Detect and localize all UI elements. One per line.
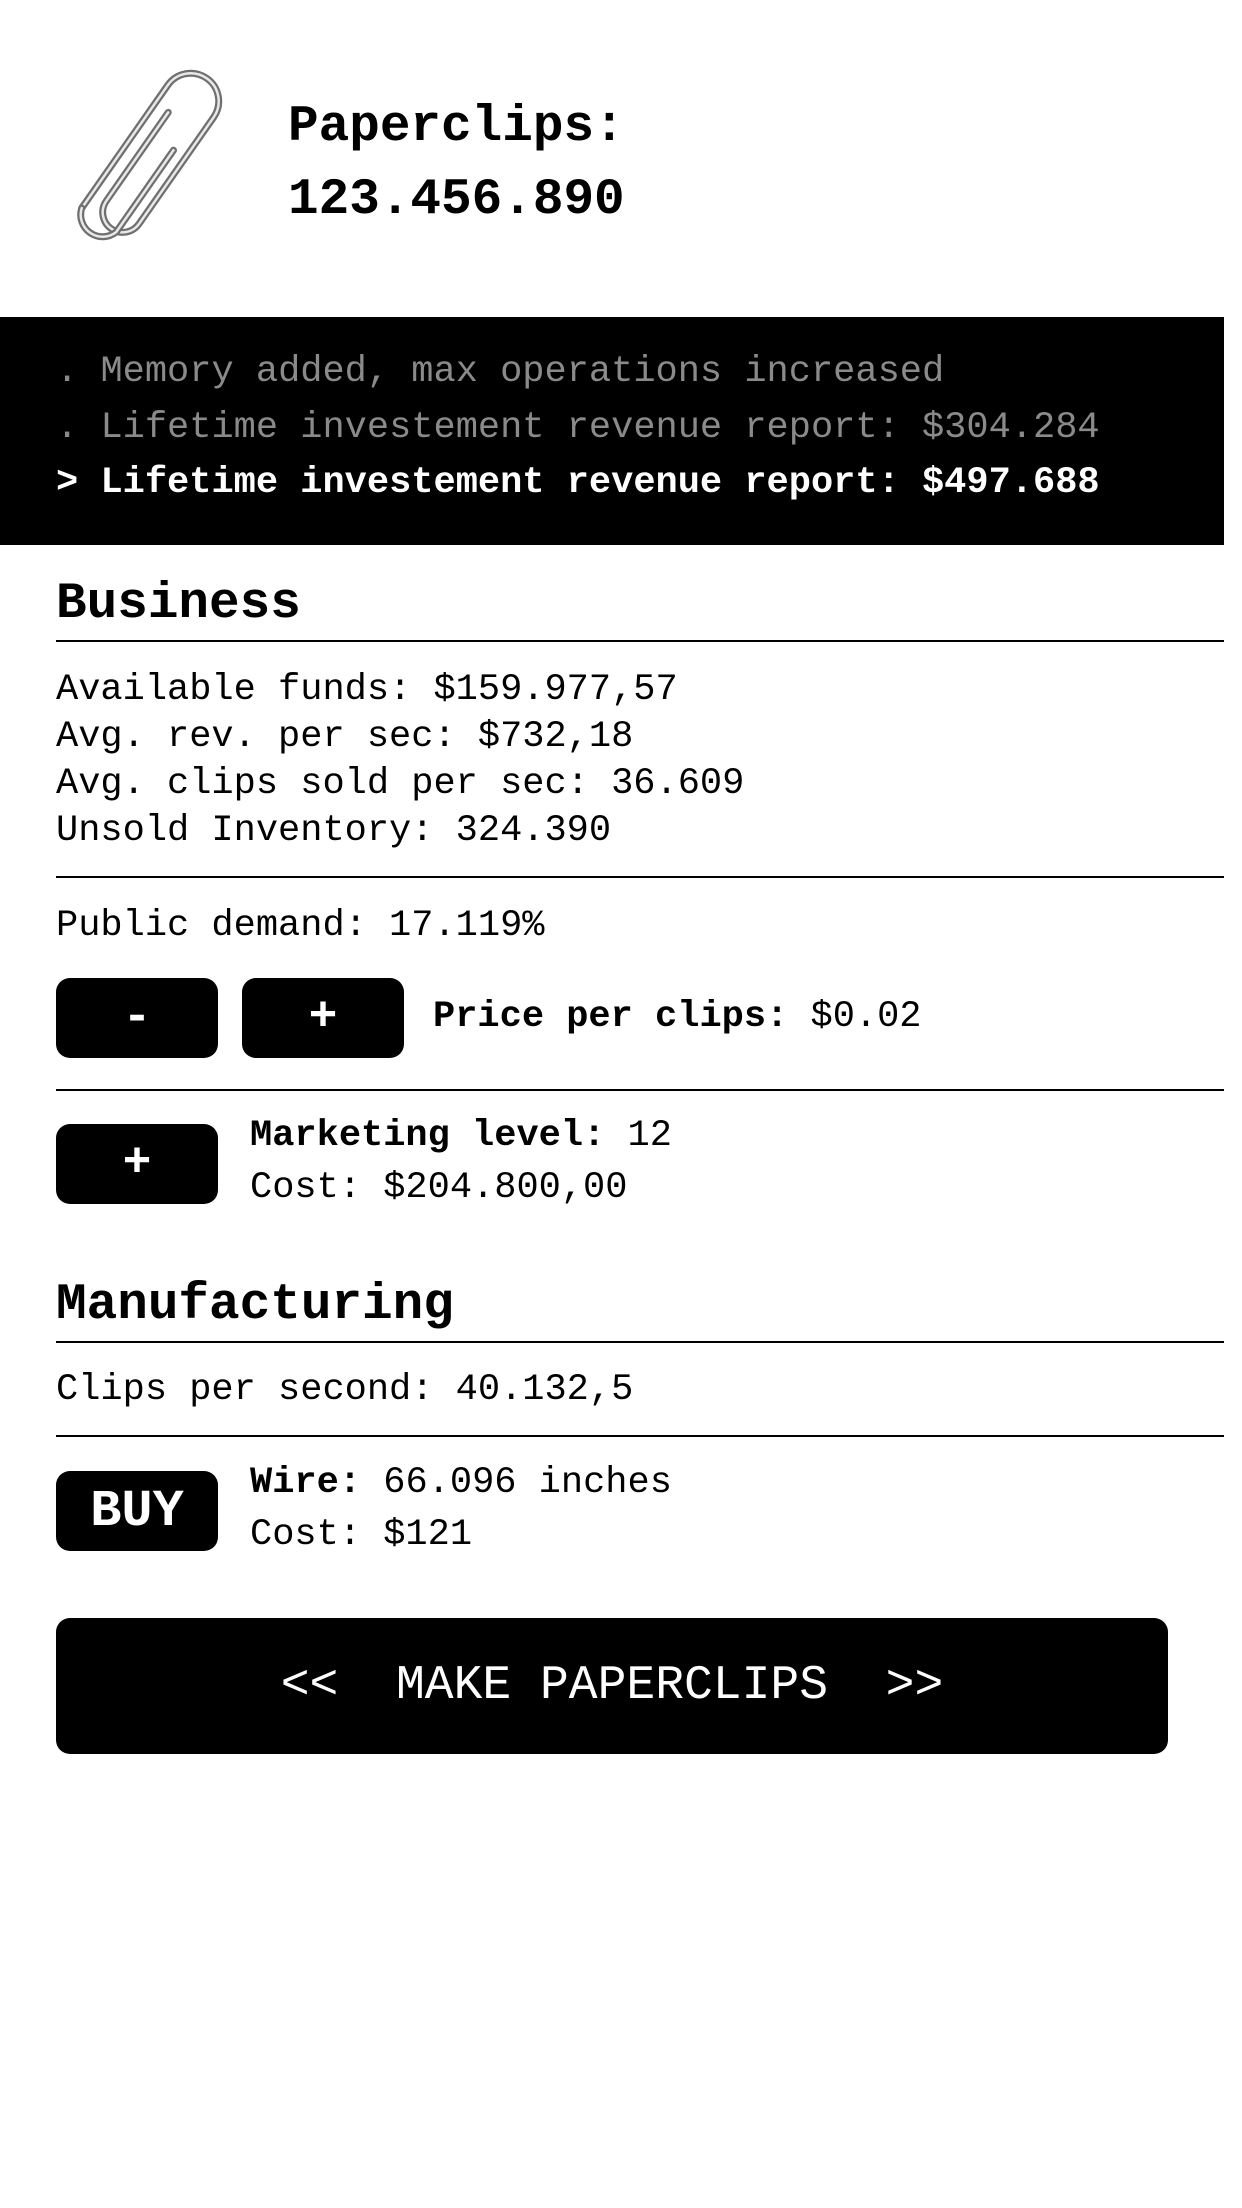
paperclips-label: Paperclips: <box>288 99 625 156</box>
right-arrows: >> <box>885 1659 944 1713</box>
raise-price-button[interactable]: + <box>242 978 404 1058</box>
manufacturing-heading: Manufacturing <box>56 1277 454 1334</box>
buy-wire-button[interactable]: BUY <box>56 1471 218 1551</box>
marketing-upgrade-button[interactable]: + <box>56 1124 218 1204</box>
price-per-clip: Price per clips: $0.02 <box>433 994 922 1040</box>
console-prefix: . <box>56 407 79 449</box>
available-funds: Available funds: $159.977,57 <box>56 669 678 711</box>
avg-clips-sold: Avg. clips sold per sec: 36.609 <box>56 763 745 805</box>
make-paperclips-label: MAKE PAPERCLIPS <box>395 1659 829 1713</box>
left-arrows: << <box>280 1659 339 1713</box>
wire-cost: Cost: $121 <box>250 1514 473 1556</box>
divider <box>56 1341 1224 1343</box>
console-text: Lifetime investement revenue report: $49… <box>100 462 1100 504</box>
lower-price-button[interactable]: - <box>56 978 218 1058</box>
console-line: . Memory added, max operations increased <box>56 350 944 394</box>
divider <box>56 1435 1224 1437</box>
console-line-current: > Lifetime investement revenue report: $… <box>56 461 1100 505</box>
console-text: Lifetime investement revenue report: $30… <box>100 407 1100 449</box>
wire-amount: Wire: 66.096 inches <box>250 1460 672 1506</box>
make-paperclips-button[interactable]: << MAKE PAPERCLIPS >> <box>56 1618 1168 1754</box>
price-label: Price per clips: <box>433 996 789 1038</box>
avg-revenue: Avg. rev. per sec: $732,18 <box>56 716 634 758</box>
console-log: . Memory added, max operations increased… <box>0 317 1224 545</box>
marketing-value: 12 <box>627 1115 672 1157</box>
wire-value: 66.096 inches <box>383 1462 672 1504</box>
divider <box>56 1089 1224 1091</box>
paperclip-count: 123.456.890 <box>288 172 625 229</box>
marketing-level: Marketing level: 12 <box>250 1113 672 1159</box>
price-value: $0.02 <box>810 996 922 1038</box>
divider <box>56 640 1224 642</box>
wire-label: Wire: <box>250 1462 362 1504</box>
business-heading: Business <box>56 576 301 633</box>
console-prefix: > <box>56 462 79 504</box>
divider <box>56 876 1224 878</box>
marketing-label: Marketing level: <box>250 1115 606 1157</box>
console-line: . Lifetime investement revenue report: $… <box>56 406 1100 450</box>
paperclip-icon <box>77 69 223 241</box>
public-demand: Public demand: 17.119% <box>56 905 545 947</box>
console-text: Memory added, max operations increased <box>100 351 945 393</box>
marketing-cost: Cost: $204.800,00 <box>250 1167 628 1209</box>
clips-per-second: Clips per second: 40.132,5 <box>56 1369 634 1411</box>
unsold-inventory: Unsold Inventory: 324.390 <box>56 810 612 852</box>
console-prefix: . <box>56 351 79 393</box>
